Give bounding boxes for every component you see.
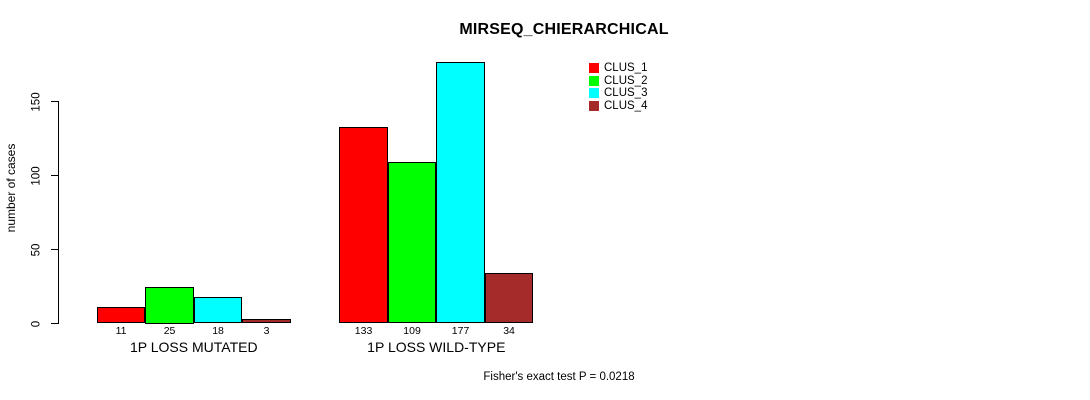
- fisher-test-annotation: Fisher's exact test P = 0.0218: [483, 371, 635, 383]
- legend-swatch-icon: [589, 75, 599, 86]
- legend-swatch-icon: [589, 88, 599, 98]
- legend-item-clus_2: CLUS_2: [589, 74, 648, 87]
- y-tick-mark: [50, 175, 59, 176]
- legend-swatch-icon: [589, 63, 599, 73]
- legend-swatch-icon: [589, 100, 599, 111]
- bar-value-label: 18: [212, 325, 224, 337]
- bar-value-label: 109: [403, 325, 421, 337]
- bar-value-label: 177: [451, 325, 470, 337]
- bar-clus_1-group1: [96, 307, 146, 324]
- bar-clus_3-group1: [193, 296, 243, 324]
- bar-clus_4-group1: [242, 319, 291, 324]
- group-label-1: 1P LOSS MUTATED: [130, 339, 258, 355]
- bar-clus_2-group1: [145, 286, 194, 324]
- legend-series-label: CLUS_1: [604, 62, 648, 74]
- legend-item-clus_1: CLUS_1: [589, 62, 648, 74]
- bar-clus_1-group2: [339, 126, 388, 324]
- y-tick-mark: [50, 101, 59, 102]
- bar-value-label: 3: [263, 325, 270, 337]
- bar-clus_3-group2: [436, 61, 485, 324]
- legend-series-label: CLUS_3: [604, 87, 648, 99]
- bar-value-label: 133: [354, 325, 373, 337]
- bar-value-label: 34: [503, 325, 515, 337]
- y-axis-line: [58, 101, 59, 324]
- bar-value-label: 25: [163, 325, 176, 337]
- group-label-2: 1P LOSS WILD-TYPE: [367, 339, 506, 355]
- legend-item-clus_3: CLUS_3: [589, 87, 648, 99]
- legend-series-label: CLUS_4: [604, 99, 648, 112]
- legend-series-label: CLUS_2: [604, 74, 648, 87]
- bar-clus_4-group2: [484, 273, 534, 324]
- bar-clus_2-group2: [387, 162, 437, 324]
- chart-title: MIRSEQ_CHIERARCHICAL: [459, 21, 669, 38]
- bar-value-label: 11: [115, 325, 127, 337]
- y-tick-mark: [50, 323, 59, 324]
- y-tick-mark: [50, 249, 59, 250]
- legend-item-clus_4: CLUS_4: [589, 99, 648, 112]
